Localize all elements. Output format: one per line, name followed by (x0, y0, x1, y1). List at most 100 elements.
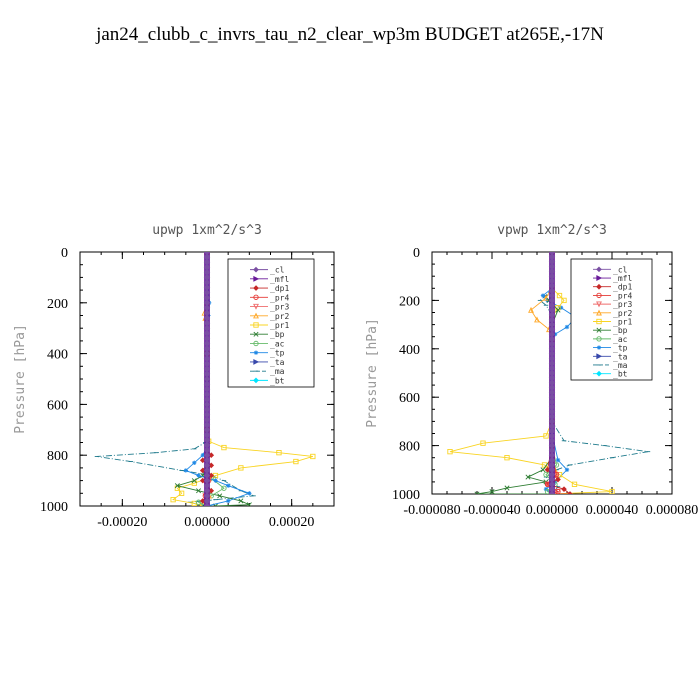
legend-marker (253, 377, 259, 384)
x-tick-label: -0.00020 (97, 515, 147, 530)
legend-label: _pr1 (613, 318, 632, 327)
series-point-pr1 (571, 481, 578, 487)
series-point-bp (540, 467, 546, 473)
legend-label: _tp (613, 344, 628, 353)
y-tick-label: 800 (47, 449, 68, 464)
y-tick-label: 0 (61, 246, 68, 261)
legend-label: _ac (613, 335, 628, 344)
legend-marker (596, 275, 603, 281)
legend-label: _bp (613, 326, 628, 335)
legend-box (227, 258, 315, 388)
legend-label: _ac (270, 339, 285, 348)
series-point-pr1 (556, 292, 563, 299)
series-point-pr1 (276, 450, 282, 456)
series-point-pr1 (238, 465, 244, 471)
legend-label: _mfl (270, 275, 289, 284)
series-point-dp1 (561, 486, 567, 492)
series-point-tp (247, 491, 252, 496)
series-point-pr1 (561, 297, 567, 304)
legend-label: _bt (270, 376, 285, 385)
x-tick-label: 0.000000 (526, 503, 579, 518)
legend-marker (596, 327, 602, 333)
legend-marker (596, 309, 602, 316)
series-point-bp (217, 493, 223, 499)
series-point-tp (555, 457, 561, 463)
series-point-tp (564, 467, 570, 472)
series-point-dp1 (555, 476, 561, 483)
series-point-tp (540, 293, 546, 298)
legend-marker (253, 312, 259, 319)
series-point-tp (543, 486, 549, 492)
y-axis-label: Pressure [hPa] (365, 318, 380, 428)
series-point-dp1 (567, 491, 573, 494)
legend-label: _pr2 (613, 309, 632, 318)
series-point-tp (196, 473, 201, 478)
series-point-bp (474, 491, 480, 494)
series-point-ac (543, 471, 549, 478)
series-point-tp (225, 483, 231, 488)
series-point-bp (555, 307, 561, 313)
y-tick-label: 0 (413, 246, 420, 261)
legend-marker (596, 283, 602, 290)
legend-marker (596, 266, 602, 273)
series-group (447, 252, 651, 494)
series-point-pr1 (178, 490, 185, 496)
legend-label: _ma (613, 361, 628, 370)
legend-label: _pr4 (270, 293, 289, 302)
panel-title: upwp 1xm^2/s^3 (152, 223, 262, 238)
y-tick-label: 200 (399, 294, 420, 309)
series-point-bp (191, 478, 197, 484)
x-tick-label: 0.00020 (269, 515, 315, 530)
series-point-tp (564, 324, 570, 330)
series-point-bp (196, 488, 202, 494)
page-title: jan24_clubb_c_invrs_tau_n2_clear_wp3m BU… (95, 24, 604, 45)
y-tick-label: 200 (47, 297, 68, 312)
y-tick-label: 600 (399, 391, 420, 406)
series-point-pr1 (447, 449, 453, 455)
legend-marker (596, 353, 603, 360)
legend-label: _ta (613, 352, 628, 361)
series-point-pr1 (609, 488, 615, 494)
series-point-pr1 (293, 458, 299, 465)
legend-label: _pr2 (270, 312, 289, 321)
vpwp-panel: vpwp 1xm^2/s^3 Pressure [hPa] 0 200 400 600 80… (365, 223, 698, 518)
x-tick-label: -0.000080 (403, 503, 460, 518)
series-point-ac (195, 499, 202, 505)
series-point-bp (246, 502, 252, 506)
x-tick-label: 0.000080 (646, 503, 699, 518)
legend-marker (596, 336, 602, 342)
legend-label: _dp1 (270, 284, 289, 293)
series-point-tp (192, 460, 197, 466)
series-point-tp (183, 468, 189, 473)
y-tick-label: 600 (47, 398, 68, 413)
series-point-pr4 (555, 488, 561, 494)
legend-label: _cl (270, 266, 285, 275)
legend-label: _mfl (613, 274, 632, 283)
series-point-dp1 (544, 466, 551, 473)
legend-label: _tp (270, 349, 285, 358)
series-point-bp (525, 474, 531, 480)
legend-marker (253, 266, 259, 273)
y-tick-label: 1000 (392, 488, 420, 503)
legend-marker (253, 331, 259, 337)
series-line-bp (476, 252, 559, 494)
panel-title: vpwp 1xm^2/s^3 (497, 223, 607, 238)
y-tick-label: 400 (399, 343, 420, 358)
series-point-tp (213, 478, 218, 483)
series-point-pr1 (480, 440, 486, 446)
legend-label: _dp1 (613, 283, 632, 292)
legend-marker (596, 345, 602, 350)
series-point-tp (200, 453, 205, 458)
series-point-bp (504, 485, 510, 491)
series-point-bp (238, 498, 244, 504)
series-point-ac (221, 485, 227, 491)
legend-label: _ma (270, 367, 285, 376)
x-tick-label: -0.000040 (463, 503, 520, 518)
series-group (94, 252, 316, 506)
legend-marker (596, 318, 602, 325)
legend-label: _ta (270, 358, 285, 367)
legend-marker (253, 322, 259, 328)
y-tick-label: 400 (47, 348, 68, 363)
legend: _cl_mfl_dp1_pr4_pr3_pr2_pr1_bp_ac_tp_ta_… (570, 258, 653, 381)
